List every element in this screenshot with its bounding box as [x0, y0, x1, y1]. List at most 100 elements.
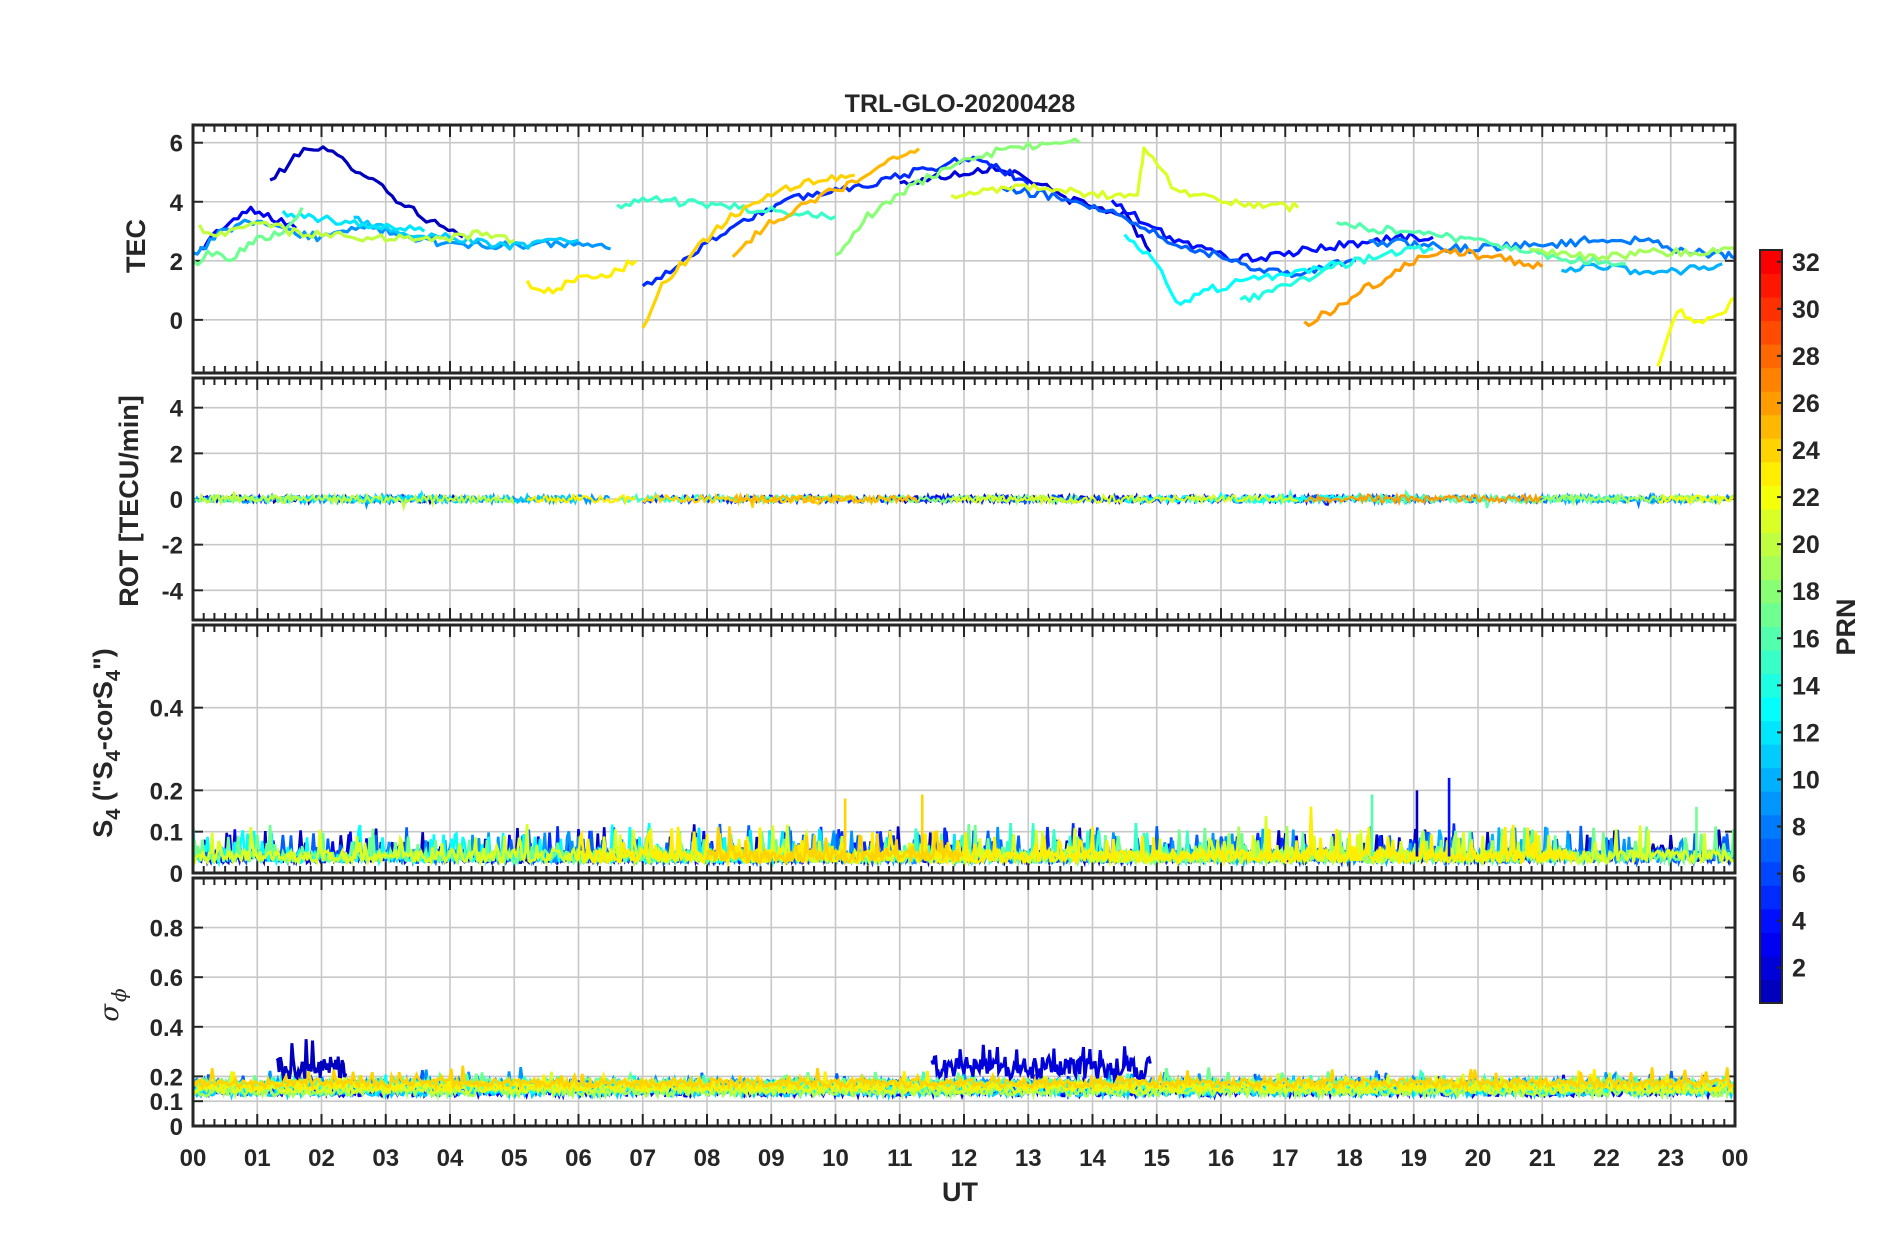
ytick-label-s4: 0.4	[150, 696, 184, 723]
colorbar-tick-label: 2	[1792, 955, 1806, 983]
rot-series-prn23	[526, 492, 636, 506]
colorbar-tick-label: 30	[1792, 296, 1820, 324]
tec-series-prn25	[731, 147, 921, 258]
rot-series-prn19	[1528, 492, 1735, 507]
ytick-label-s4: 0	[170, 861, 183, 888]
tec-series-prn4	[1110, 199, 1434, 263]
rot-series-prn12	[281, 489, 425, 505]
colorbar-swatch-2	[1760, 955, 1782, 980]
ytick-label-sigphi: 0.4	[150, 1015, 184, 1042]
colorbar-swatch-8	[1760, 814, 1782, 839]
xtick-label: 18	[1336, 1145, 1363, 1172]
xtick-label: 00	[1722, 1145, 1749, 1172]
ytick-label-tec: 0	[170, 308, 183, 335]
colorbar-tick-label: 22	[1792, 484, 1820, 512]
colorbar-tick-label: 18	[1792, 578, 1820, 606]
rot-series-prn26	[1304, 491, 1543, 507]
ytick-label-tec: 2	[170, 249, 183, 276]
tec-series-prn22	[1656, 297, 1736, 367]
ytick-label-s4: 0.1	[150, 820, 183, 847]
colorbar-swatch-14	[1760, 673, 1782, 698]
ytick-label-tec: 4	[170, 190, 184, 217]
panel-s4: 0 0.1 0.2 0.4	[150, 623, 1737, 888]
tec-series-prn17	[191, 206, 304, 267]
ytick-label-rot: -2	[162, 533, 183, 560]
colorbar-swatch-25	[1760, 414, 1782, 439]
colorbar-swatch-28	[1760, 344, 1782, 369]
colorbar-frame	[1759, 249, 1783, 1004]
xtick-label: 19	[1400, 1145, 1427, 1172]
colorbar-swatch-7	[1760, 838, 1782, 863]
xtick-label: 13	[1015, 1145, 1042, 1172]
colorbar-tick-label: 8	[1792, 814, 1806, 842]
sigphi-elevated-prn1	[275, 1039, 348, 1082]
xtick-label: 20	[1465, 1145, 1492, 1172]
rot-series-prn25	[731, 491, 919, 507]
rot-series-prn22	[1657, 493, 1734, 506]
xtick-label: 22	[1593, 1145, 1620, 1172]
colorbar-swatch-32	[1760, 250, 1782, 275]
rot-series-prn18	[834, 492, 1080, 507]
colorbar-swatch-3	[1760, 932, 1782, 957]
ytick-label-sigphi: 0	[170, 1114, 183, 1141]
axes-frame-rot	[191, 376, 1737, 622]
colorbar-tick-label: 28	[1792, 343, 1820, 371]
colorbar-swatch-22	[1760, 485, 1782, 510]
ytick-label-sigphi: 0.1	[150, 1089, 183, 1116]
xtick-label: 14	[1079, 1145, 1106, 1172]
rot-series-prn20	[198, 491, 515, 512]
tec-series-prn1	[269, 145, 464, 239]
colorbar-swatch-24	[1760, 438, 1782, 463]
rot-series-prn21	[950, 492, 1299, 507]
colorbar-swatch-17	[1760, 602, 1782, 627]
colorbar-tick-label: 24	[1792, 437, 1820, 465]
colorbar-tick-label: 16	[1792, 625, 1820, 653]
xtick-label: 04	[437, 1145, 464, 1172]
xtick-label: 06	[565, 1145, 592, 1172]
colorbar-swatch-4	[1760, 908, 1782, 933]
s4-series-prn24	[705, 826, 963, 867]
ytick-label-sigphi: 0.2	[150, 1064, 183, 1091]
tec-series-prn14	[1239, 244, 1434, 303]
tec-series-prn10	[1561, 262, 1723, 276]
colorbar-swatch-5	[1760, 885, 1782, 910]
colorbar-swatch-1	[1760, 979, 1782, 1004]
xtick-label: 07	[629, 1145, 656, 1172]
chart-title: TRL-GLO-20200428	[845, 90, 1076, 118]
colorbar-tick-label: 26	[1792, 390, 1820, 418]
axes-frame-tec	[191, 123, 1737, 375]
xtick-label: 02	[308, 1145, 335, 1172]
xtick-label: 01	[244, 1145, 271, 1172]
ytick-label-sigphi: 0.6	[150, 965, 183, 992]
xlabel-ut: UT	[942, 1177, 978, 1207]
tec-series-prn13	[1123, 233, 1338, 306]
sigphi-series-prn24	[192, 1065, 1734, 1092]
ytick-label-rot: -4	[162, 578, 184, 605]
ytick-label-rot: 4	[170, 396, 184, 423]
tec-series-prn21	[950, 146, 1300, 213]
colorbar-tick-label: 4	[1792, 908, 1806, 936]
ytick-label-rot: 0	[170, 487, 183, 514]
axes-frame-sigphi	[191, 876, 1737, 1128]
panel-rot: -4 -2 0 2 4	[162, 376, 1737, 622]
sigphi-series-prn23	[192, 1069, 1735, 1095]
tec-series-prn19	[1528, 246, 1736, 261]
colorbar-swatch-31	[1760, 273, 1782, 298]
colorbar-swatch-12	[1760, 720, 1782, 745]
colorbar-tick-label: 32	[1792, 249, 1820, 277]
colorbar-tick-label: 10	[1792, 766, 1820, 794]
tec-series-prn20	[198, 221, 516, 245]
xtick-label: 10	[822, 1145, 849, 1172]
colorbar-swatch-20	[1760, 532, 1782, 557]
tec-series-prn18	[834, 137, 1081, 257]
colorbar-swatch-15	[1760, 650, 1782, 675]
colorbar-swatch-9	[1760, 791, 1782, 816]
xtick-label: 23	[1657, 1145, 1684, 1172]
ylabel-sigphi: σϕ	[95, 988, 131, 1022]
ytick-label-tec: 6	[170, 131, 183, 158]
axes-frame-s4	[191, 623, 1737, 875]
tec-series-prn15	[616, 195, 837, 221]
colorbar-swatch-11	[1760, 744, 1782, 769]
colorbar-swatch-6	[1760, 861, 1782, 886]
ylabel-rot: ROT [TECU/min]	[114, 395, 144, 606]
